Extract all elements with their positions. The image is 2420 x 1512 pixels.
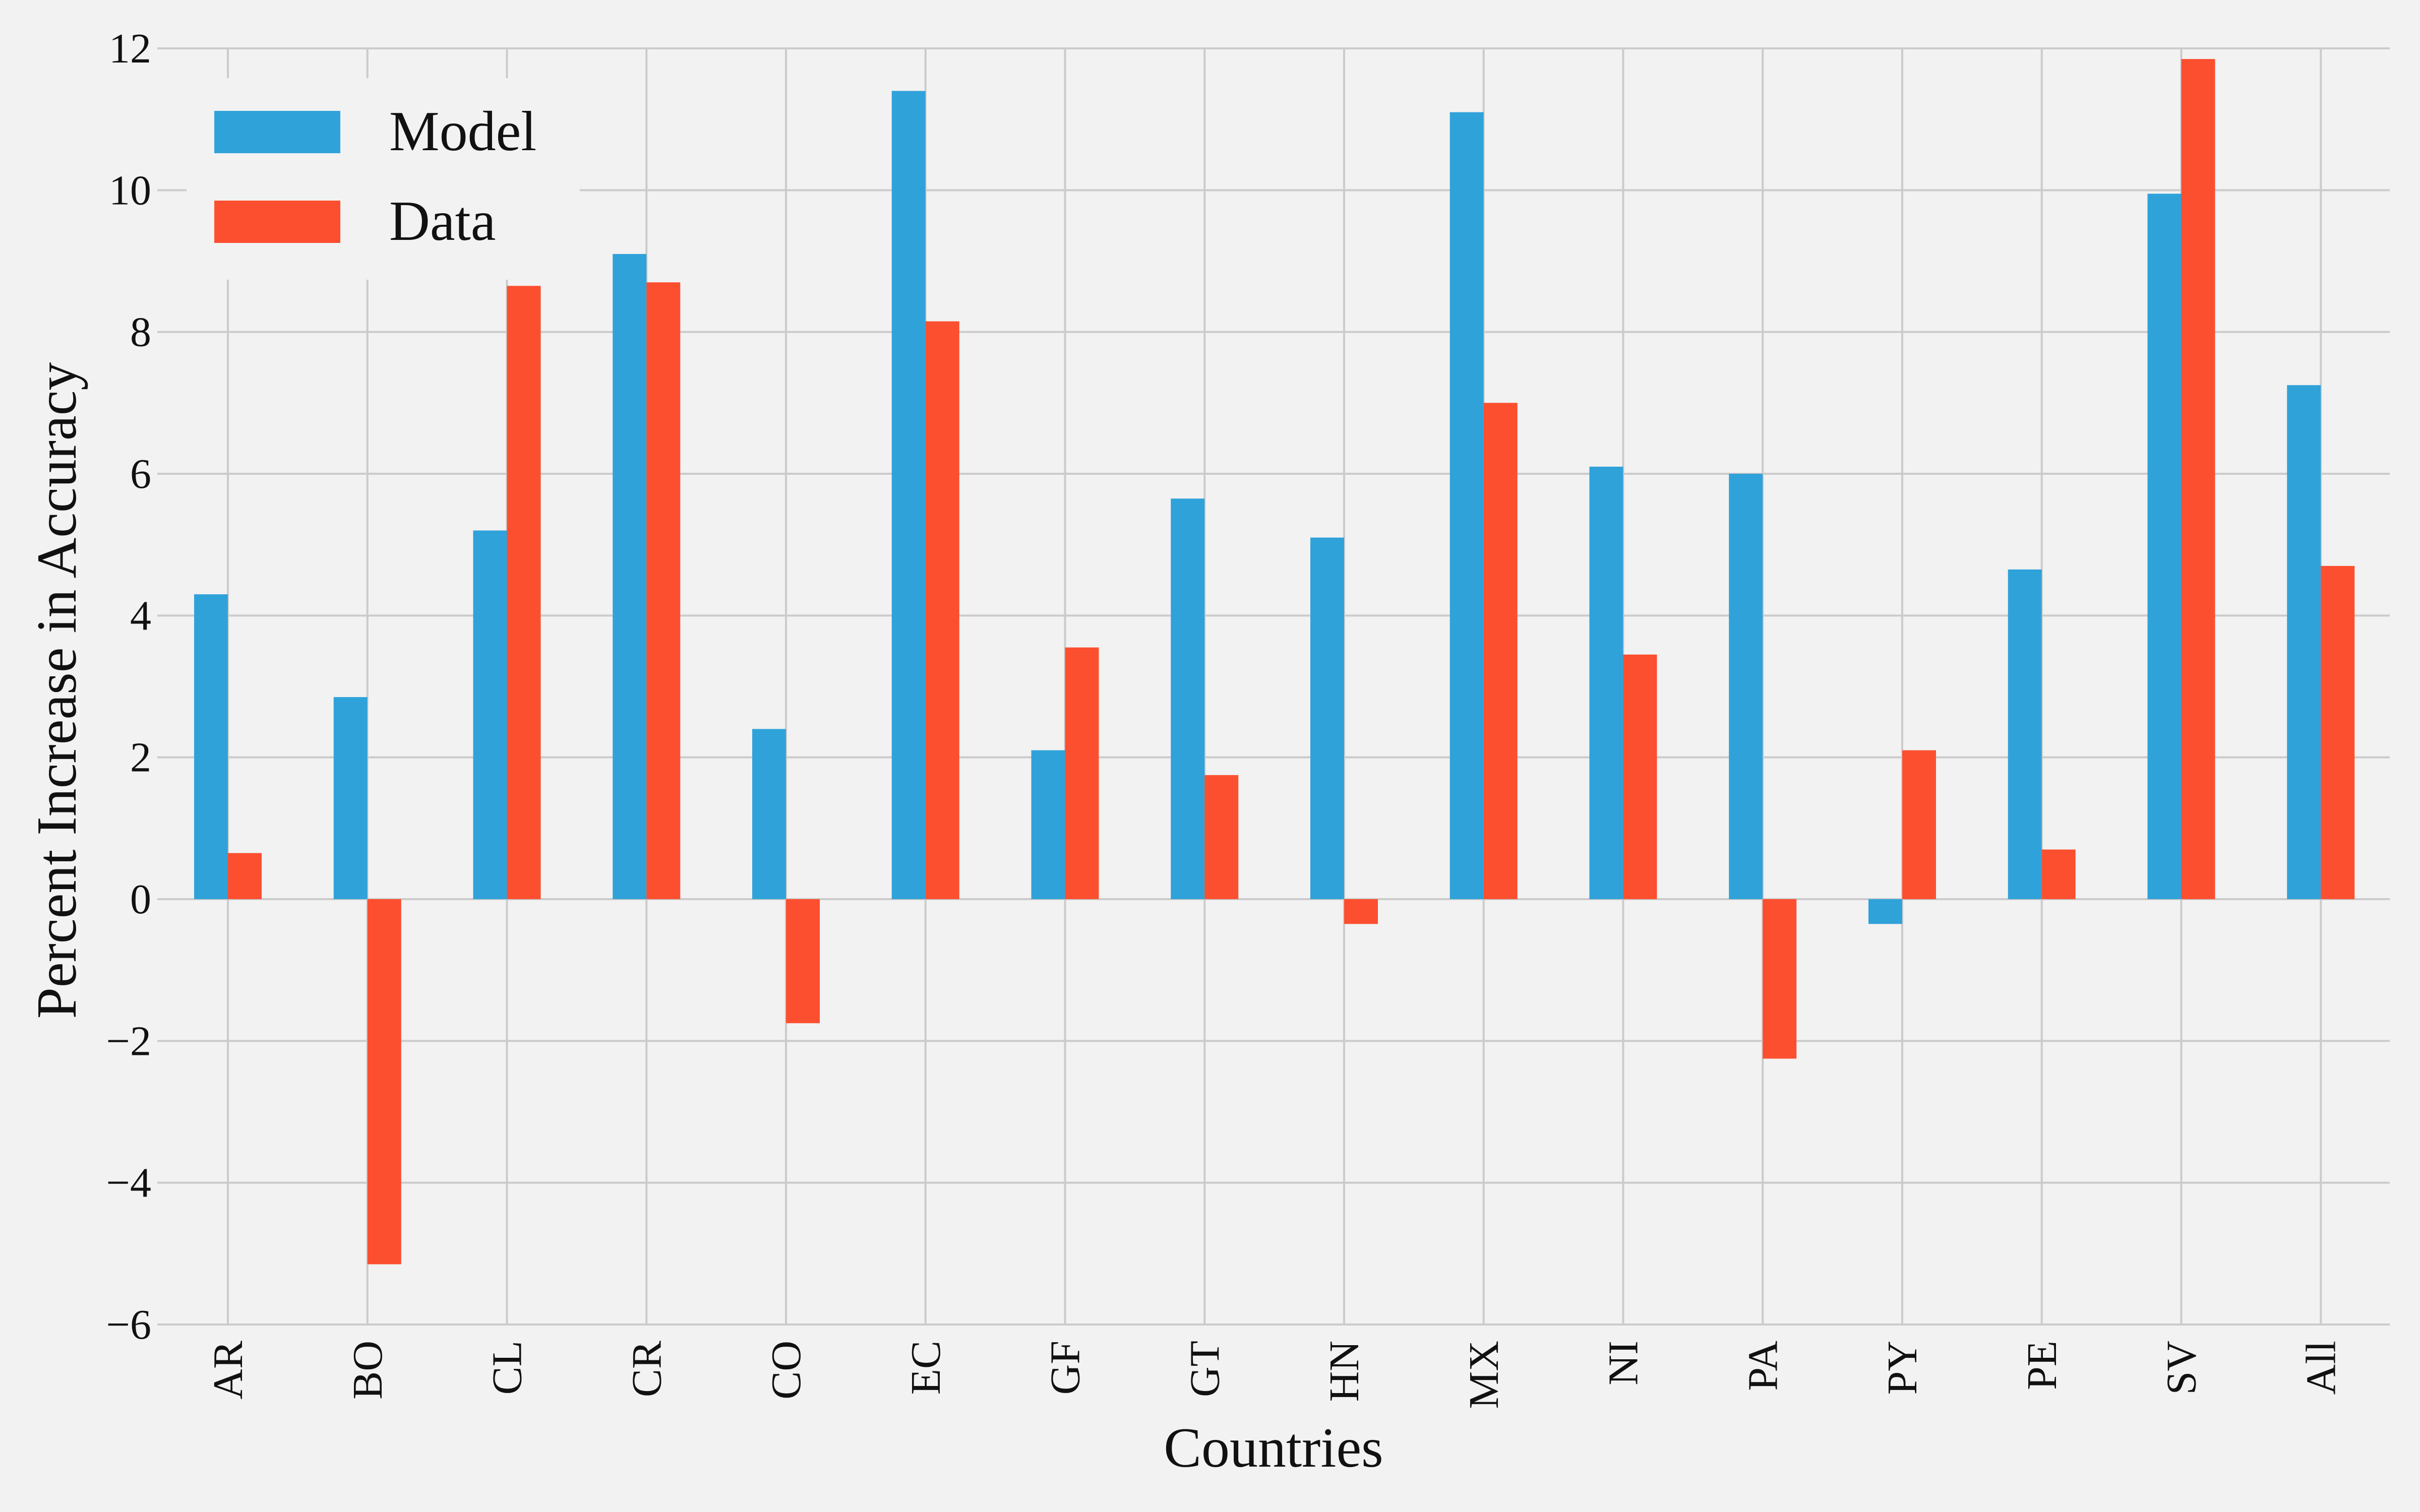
x-tick-label: PA: [1739, 1341, 1786, 1391]
bar-data-ni: [1623, 654, 1657, 899]
y-tick-label: 10: [109, 167, 151, 214]
bar-data-cl: [507, 286, 541, 899]
bar-model-hn: [1310, 537, 1344, 899]
bar-data-cr: [646, 282, 681, 900]
y-tick-label: 4: [130, 592, 151, 639]
bar-model-sv: [2147, 194, 2182, 899]
y-tick-label: −6: [106, 1301, 151, 1348]
legend-label-model: Model: [389, 100, 536, 163]
x-axis-ticks: AR BO CL CR CO EC GF GT HN MX NI PA PY PE SV All: [205, 1341, 2344, 1409]
bars: [194, 59, 2355, 1265]
bar-data-ar: [228, 853, 262, 899]
x-tick-label: CO: [763, 1341, 810, 1400]
y-axis-label: Percent Increase in Accuracy: [26, 362, 88, 1019]
y-tick-label: 8: [130, 309, 151, 356]
bar-data-pa: [1763, 899, 1797, 1059]
bar-model-bo: [333, 697, 368, 899]
bar-model-pa: [1729, 474, 1763, 899]
bar-model-gf: [1031, 750, 1065, 899]
bar-data-hn: [1344, 899, 1378, 924]
x-tick-label: AR: [205, 1341, 252, 1400]
y-tick-label: 6: [130, 451, 151, 497]
bar-data-sv: [2181, 59, 2215, 900]
x-tick-label: GF: [1042, 1341, 1089, 1395]
bar-data-py: [1902, 750, 1936, 899]
y-tick-label: 2: [130, 734, 151, 781]
y-tick-label: −2: [106, 1018, 151, 1064]
x-tick-label: BO: [344, 1341, 391, 1400]
legend-label-data: Data: [389, 190, 496, 253]
y-axis-ticks: −6 −4 −2 0 2 4 6 8 10 12: [106, 25, 151, 1348]
legend-swatch-data: [214, 201, 340, 243]
bar-data-all: [2321, 565, 2355, 899]
bar-model-py: [1868, 899, 1902, 924]
bar-data-pe: [2041, 849, 2076, 899]
bar-model-cl: [473, 530, 507, 899]
x-axis-label: Countries: [1164, 1417, 1383, 1479]
bar-model-pe: [2008, 569, 2042, 899]
y-tick-label: −4: [106, 1160, 151, 1207]
bar-model-mx: [1449, 112, 1484, 900]
bar-model-all: [2287, 385, 2321, 899]
bar-model-co: [752, 729, 786, 899]
x-tick-label: All: [2297, 1341, 2344, 1395]
x-tick-label: MX: [1461, 1341, 1507, 1409]
x-tick-label: GT: [1181, 1341, 1228, 1397]
bar-model-gt: [1171, 498, 1205, 899]
bar-data-gf: [1065, 647, 1099, 899]
x-tick-label: EC: [902, 1341, 949, 1395]
bar-model-ec: [891, 91, 926, 899]
bar-data-co: [786, 899, 820, 1024]
bar-model-cr: [613, 254, 647, 899]
x-tick-label: PY: [1879, 1341, 1926, 1395]
x-tick-label: HN: [1321, 1341, 1368, 1402]
y-tick-label: 12: [109, 25, 151, 72]
x-tick-label: NI: [1600, 1341, 1647, 1385]
bar-data-ec: [925, 321, 959, 899]
legend-swatch-model: [214, 111, 340, 153]
x-tick-label: CL: [484, 1341, 531, 1395]
bar-model-ar: [194, 594, 228, 899]
bar-data-mx: [1483, 403, 1518, 899]
bar-data-gt: [1204, 775, 1239, 899]
x-tick-label: PE: [2019, 1341, 2066, 1390]
bar-model-ni: [1589, 466, 1623, 899]
bar-data-bo: [367, 899, 401, 1265]
legend: Model Data: [187, 78, 580, 280]
x-tick-label: CR: [623, 1341, 670, 1397]
y-tick-label: 0: [130, 876, 151, 923]
x-tick-label: SV: [2158, 1341, 2205, 1395]
